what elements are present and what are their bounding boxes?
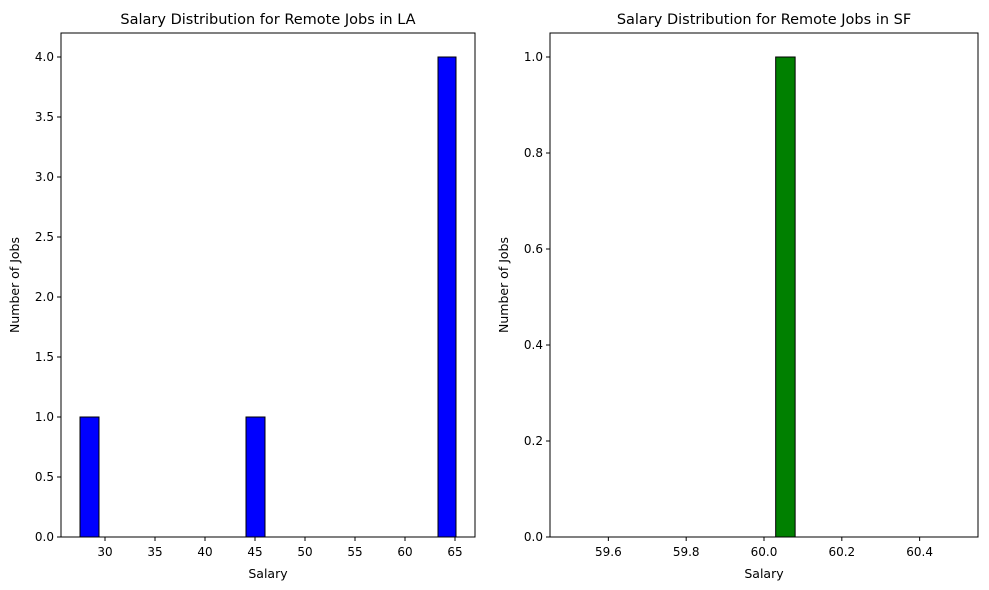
chart-sf: Salary Distribution for Remote Jobs in S… [496, 12, 979, 581]
y-tick-label: 0.6 [524, 242, 543, 256]
y-tick-label: 1.5 [35, 350, 54, 364]
x-tick-label: 50 [297, 545, 312, 559]
x-tick-label: 59.6 [595, 545, 622, 559]
y-tick-label: 0.8 [524, 146, 543, 160]
x-tick-label: 59.8 [673, 545, 700, 559]
x-tick-label: 65 [447, 545, 462, 559]
y-tick-label: 0.5 [35, 470, 54, 484]
x-tick-label: 55 [347, 545, 362, 559]
y-tick-label: 4.0 [35, 50, 54, 64]
x-tick-label: 35 [147, 545, 162, 559]
chart-title: Salary Distribution for Remote Jobs in S… [617, 12, 911, 28]
y-tick-label: 0.4 [524, 338, 543, 352]
y-tick-label: 0.2 [524, 434, 543, 448]
histogram-bar [79, 416, 100, 538]
x-axis-label: Salary [248, 566, 288, 581]
y-tick-label: 2.5 [35, 230, 54, 244]
y-tick-label: 3.5 [35, 110, 54, 124]
x-tick-label: 60.0 [751, 545, 778, 559]
x-tick-label: 30 [97, 545, 112, 559]
histogram-bar [245, 416, 266, 538]
y-axis-label: Number of Jobs [496, 237, 511, 333]
x-tick-label: 60 [397, 545, 412, 559]
y-tick-label: 0.0 [35, 530, 54, 544]
y-tick-label: 2.0 [35, 290, 54, 304]
histogram-bar [775, 56, 796, 538]
x-axis-label: Salary [744, 566, 784, 581]
y-tick-label: 1.0 [35, 410, 54, 424]
x-tick-label: 40 [197, 545, 212, 559]
y-tick-label: 3.0 [35, 170, 54, 184]
x-tick-label: 60.4 [906, 545, 933, 559]
plot-frame [60, 32, 476, 538]
x-tick-label: 45 [247, 545, 262, 559]
x-tick-label: 60.2 [828, 545, 855, 559]
histogram-bar [437, 56, 457, 538]
y-tick-label: 1.0 [524, 50, 543, 64]
y-tick-label: 0.0 [524, 530, 543, 544]
plot-frame [549, 32, 979, 538]
chart-la: Salary Distribution for Remote Jobs in L… [7, 12, 476, 581]
chart-title: Salary Distribution for Remote Jobs in L… [120, 12, 415, 28]
y-axis-label: Number of Jobs [7, 237, 22, 333]
